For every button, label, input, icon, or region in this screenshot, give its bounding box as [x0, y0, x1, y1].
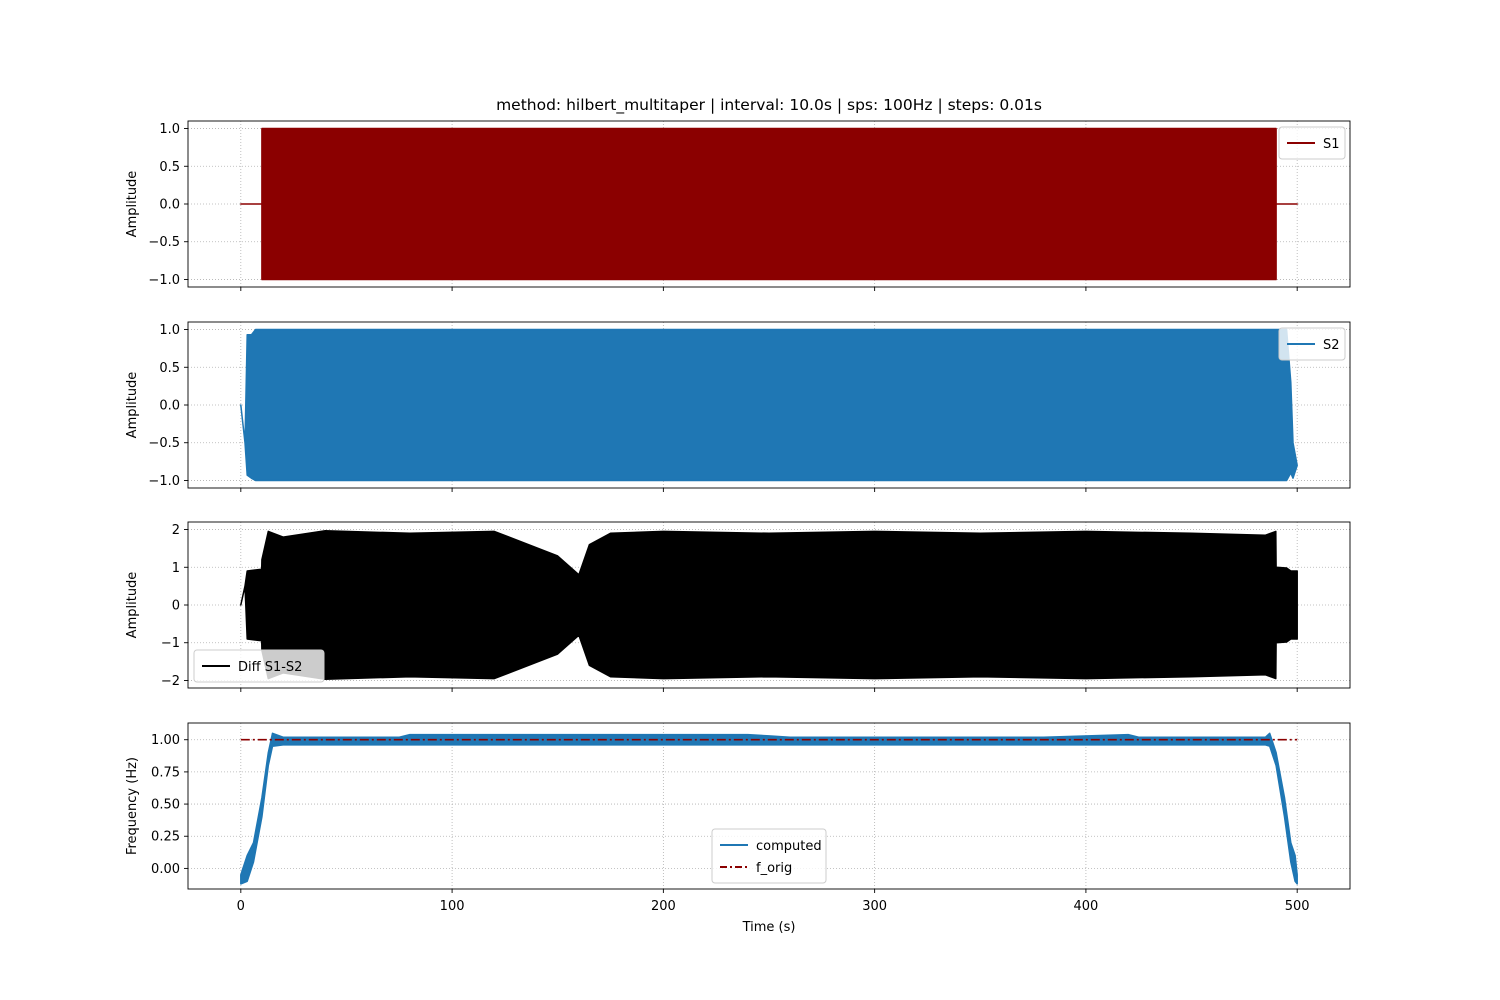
- x-tick-label: 500: [1285, 899, 1310, 914]
- y-tick-label: 2: [172, 523, 180, 538]
- legend-label: S2: [1323, 338, 1340, 353]
- y-axis-label: Amplitude: [125, 572, 140, 639]
- axes-frame: [187, 722, 1351, 890]
- y-tick-label: −1: [161, 636, 180, 651]
- x-tick-label: 300: [862, 899, 887, 914]
- y-tick-label: 1.00: [151, 733, 180, 748]
- y-axis-label: Frequency (Hz): [125, 757, 140, 855]
- y-tick-label: −0.5: [148, 436, 180, 451]
- legend-label: f_orig: [756, 861, 792, 876]
- y-tick-label: 1.0: [159, 323, 180, 338]
- legend-label: Diff S1-S2: [238, 660, 302, 675]
- y-tick-label: −1.0: [148, 474, 180, 489]
- legend-label: computed: [756, 839, 822, 854]
- series-computed: [240, 732, 1298, 885]
- y-axis-label: Amplitude: [125, 171, 140, 238]
- x-tick-label: 400: [1073, 899, 1098, 914]
- y-tick-label: 0.25: [151, 830, 180, 845]
- y-tick-label: 0.00: [151, 862, 180, 877]
- panel-2: −1.0 −0.5 0.0 0.5 1.0 Amplitude S2: [125, 321, 1351, 492]
- y-tick-label: 0: [172, 599, 180, 614]
- panel-3: −2 −1 0 1 2 Amplitude Diff S1-S2: [125, 521, 1351, 692]
- y-tick-label: 0.75: [151, 765, 180, 780]
- legend-frame: [193, 649, 325, 683]
- y-tick-label: 0.5: [159, 361, 180, 376]
- legend-label: S1: [1323, 137, 1340, 152]
- series-s2: [240, 328, 1298, 482]
- y-tick-label: 0.0: [159, 399, 180, 414]
- legend: S1: [1278, 126, 1346, 160]
- legend-frame: [711, 828, 827, 884]
- x-tick-label: 200: [651, 899, 676, 914]
- y-tick-label: 0.5: [159, 160, 180, 175]
- legend: S2: [1278, 327, 1346, 361]
- x-axis-label: Time (s): [742, 920, 796, 935]
- y-tick-label: 0.50: [151, 798, 180, 813]
- y-tick-label: 1.0: [159, 122, 180, 137]
- chart-title: method: hilbert_multitaper | interval: 1…: [496, 96, 1042, 114]
- y-tick-label: −1.0: [148, 273, 180, 288]
- panel-4: 0 100 200 300 400 500 0.00 0.25 0.50 0.75 1.00 Freq…: [125, 722, 1351, 914]
- series-diff-s1-s2: [240, 529, 1298, 681]
- x-tick-label: 100: [440, 899, 465, 914]
- y-tick-label: 1: [172, 561, 180, 576]
- y-tick-label: 0.0: [159, 198, 180, 213]
- y-tick-label: −2: [161, 674, 180, 689]
- series-s1: [240, 127, 1298, 281]
- y-tick-label: −0.5: [148, 235, 180, 250]
- y-axis-label: Amplitude: [125, 372, 140, 439]
- legend: computed f_orig: [711, 828, 827, 884]
- panel-1: −1.0 −0.5 0.0 0.5 1.0 Amplitude S1: [125, 120, 1351, 291]
- legend: Diff S1-S2: [193, 649, 325, 683]
- x-tick-label: 0: [237, 899, 245, 914]
